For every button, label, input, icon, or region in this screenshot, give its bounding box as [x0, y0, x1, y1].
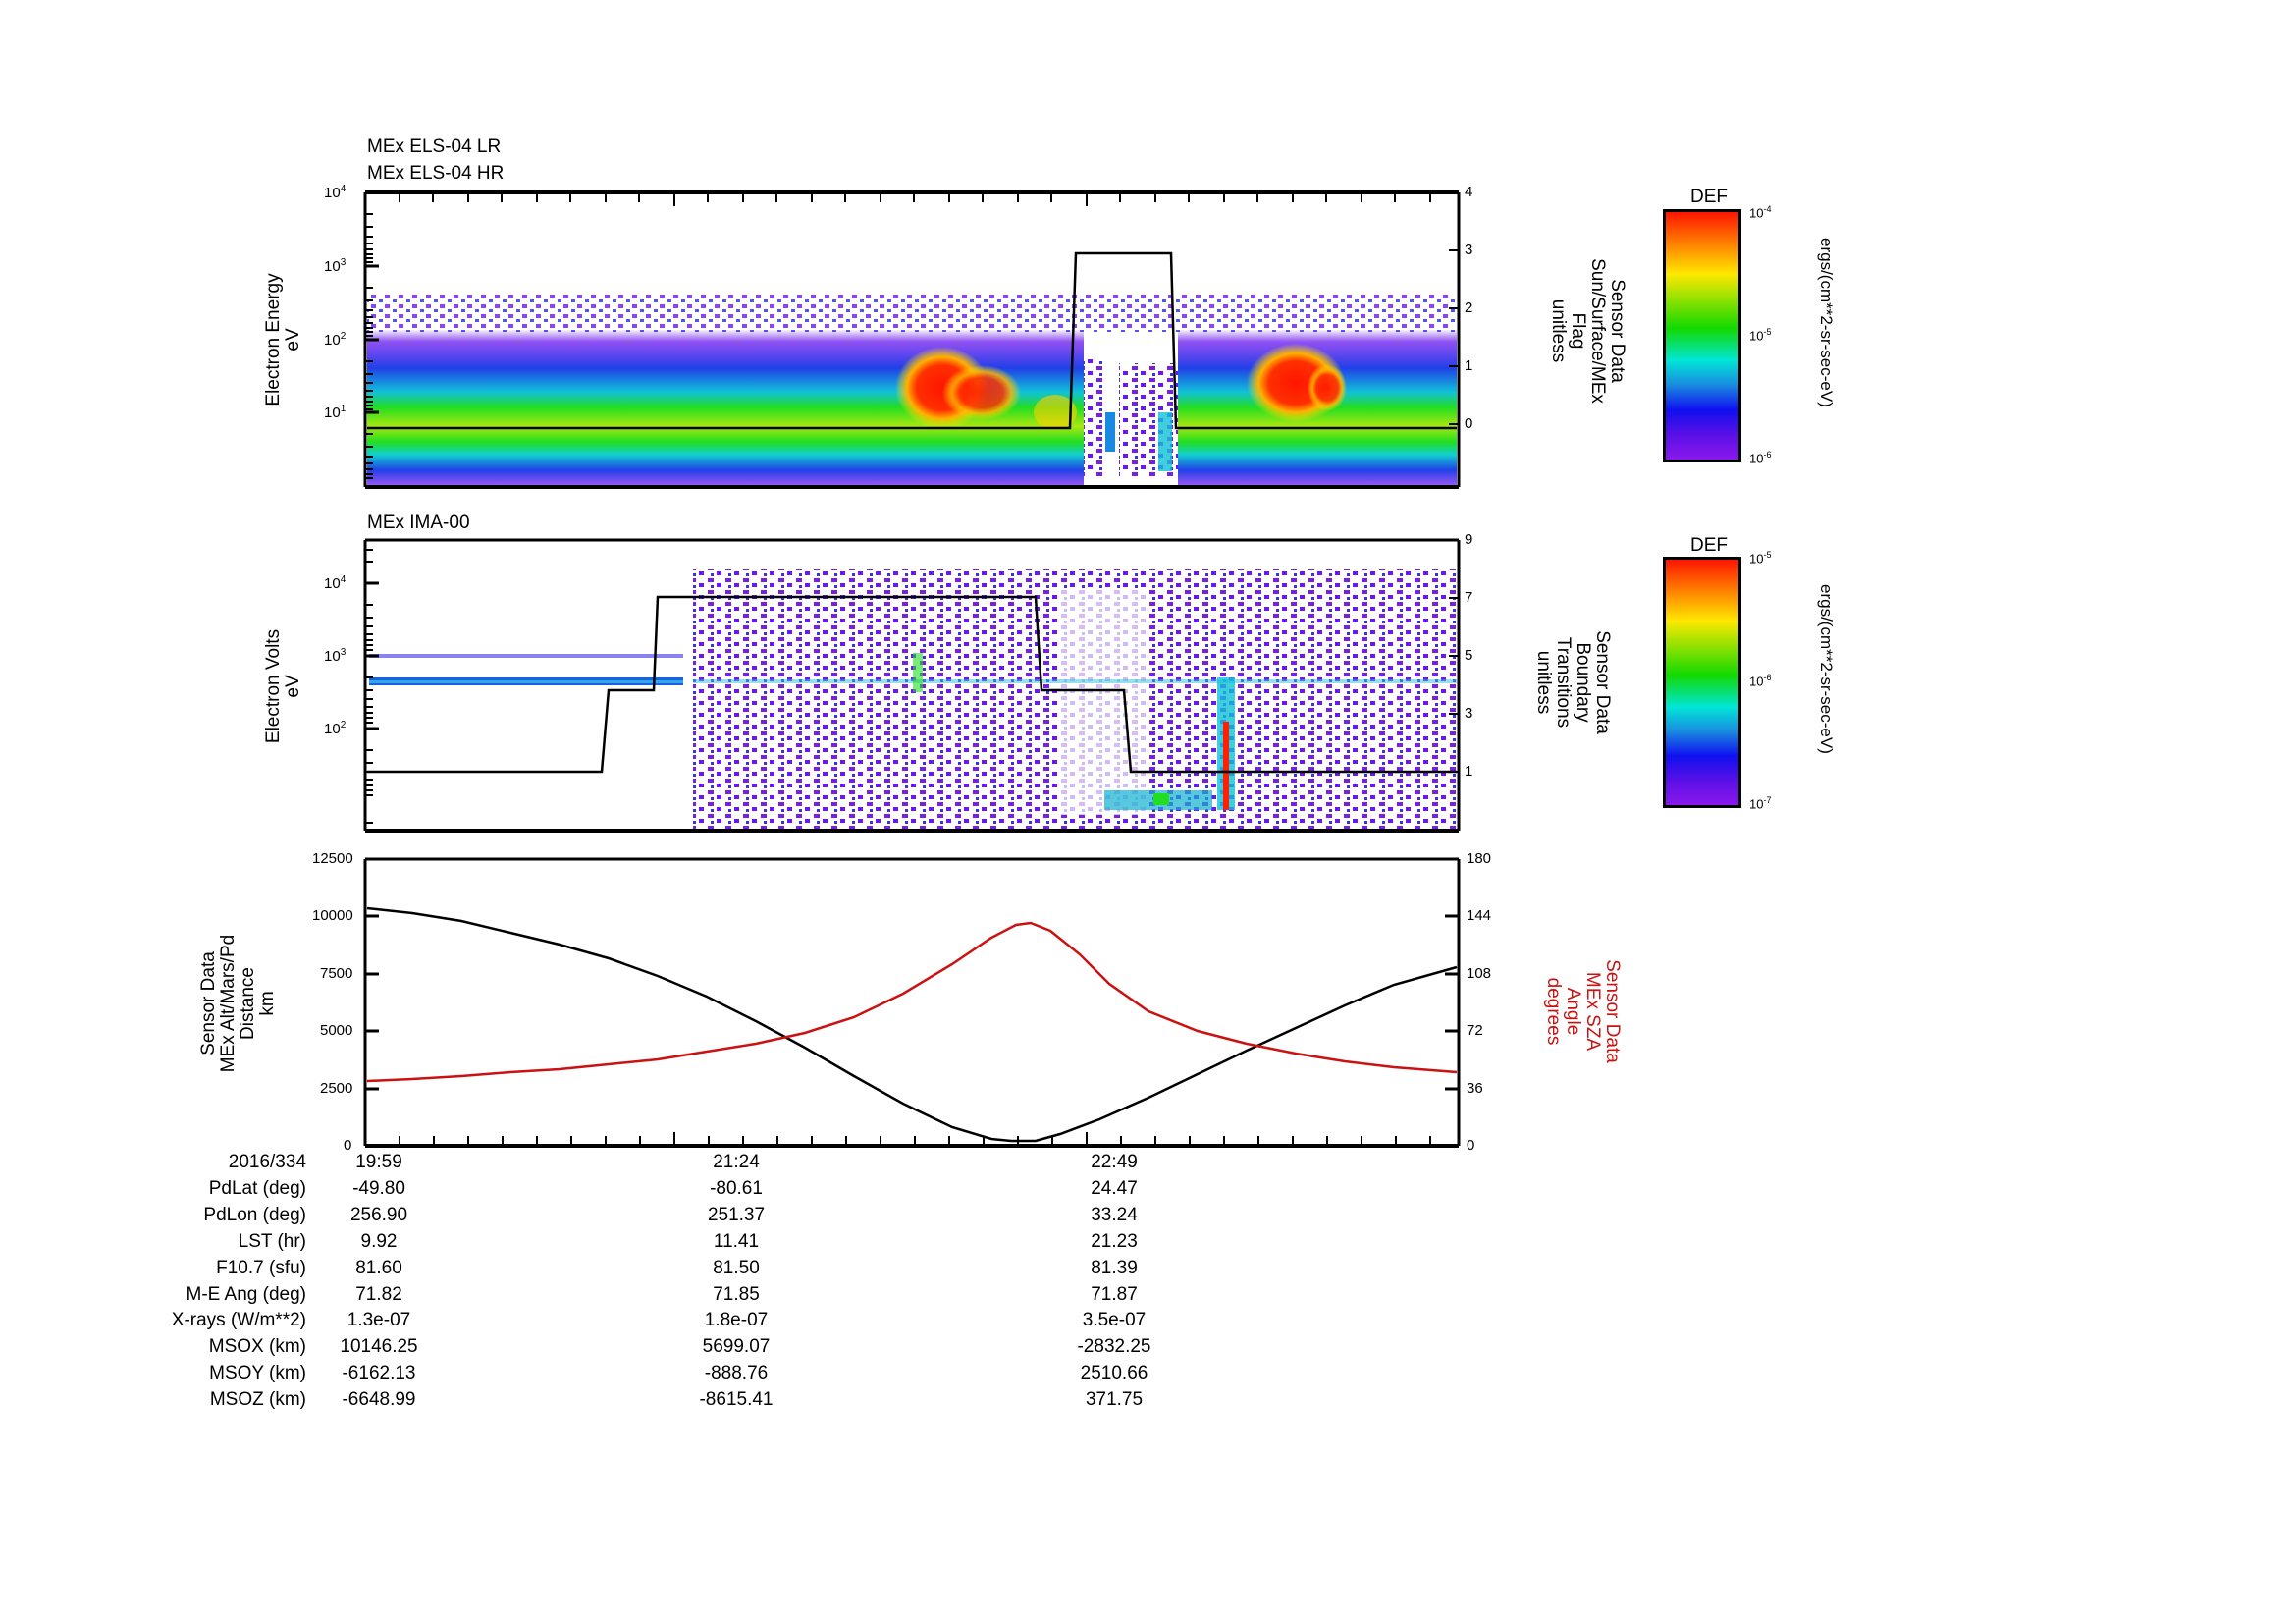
ephemeris-row-msoy: MSOY (km) -6162.13 -888.76 2510.66	[209, 1363, 1148, 1383]
colorbar-els-bottom-label: 10-6	[1749, 450, 1772, 466]
panel1-ylabel: Electron Energy eV	[263, 273, 303, 406]
panel2-axes	[363, 538, 1461, 833]
panel2-y2tick-7: 7	[1465, 589, 1473, 606]
panel1-ytick-1e1: 101	[324, 404, 347, 421]
panel3-y2tick-0: 0	[1467, 1137, 1475, 1154]
ephemeris-row-lst: LST (hr) 9.92 11.41 21.23	[238, 1231, 1138, 1252]
ephemeris-row-me-ang: M-E Ang (deg) 71.82 71.85 71.87	[186, 1284, 1138, 1305]
panel1-y2label: Sensor Data Sun/Surface/MEx Flag unitles…	[1548, 258, 1628, 404]
ephemeris-table: 2016/334 19:59 21:24 22:49 PdLat (deg) -…	[0, 1150, 1276, 1415]
panel3-y2tick-144: 144	[1467, 907, 1492, 924]
panel3-altitude-line	[366, 906, 1458, 1143]
panel3-ytick-0: 0	[344, 1137, 352, 1154]
colorbar-ima-gradient	[1663, 557, 1741, 808]
panel3-ytick-12500: 12500	[312, 850, 353, 867]
panel1-flag-line	[367, 251, 1457, 430]
panel3-y2tick-180: 180	[1467, 850, 1492, 867]
panel3-ytick-5000: 5000	[320, 1022, 353, 1039]
colorbar-els-gradient	[1663, 209, 1741, 462]
ephemeris-row-msox: MSOX (km) 10146.25 5699.07 -2832.25	[208, 1336, 1151, 1357]
colorbar-els-top-label: 10-4	[1749, 204, 1772, 221]
panel2-y2tick-5: 5	[1465, 647, 1473, 664]
panel1-y2tick-2: 2	[1465, 299, 1473, 316]
panel1-y2tick-1: 1	[1465, 357, 1473, 374]
panel1-y2tick-0: 0	[1465, 415, 1473, 432]
panel3-ytick-10000: 10000	[312, 907, 353, 924]
panel1-title-hr: MEx ELS-04 HR	[367, 163, 505, 184]
panel1-title-lr: MEx ELS-04 LR	[367, 136, 502, 157]
panel2-y2tick-1: 1	[1465, 763, 1473, 780]
panel3-axes	[363, 857, 1461, 1148]
colorbar-ima-bottom-label: 10-7	[1749, 795, 1772, 812]
panel2-ytick-1e2: 102	[324, 720, 347, 737]
ephemeris-row-f107: F10.7 (sfu) 81.60 81.50 81.39	[216, 1258, 1138, 1278]
colorbar-els-mid-label: 10-5	[1749, 327, 1772, 344]
ephemeris-row-time: 2016/334 19:59 21:24 22:49	[228, 1152, 1138, 1172]
panel1-axes	[363, 190, 1461, 489]
panel2-ytick-1e3: 103	[324, 647, 347, 665]
panel3-ytick-2500: 2500	[320, 1080, 353, 1097]
panel2-boundary-line	[367, 595, 1457, 774]
panel3-ytick-7500: 7500	[320, 965, 353, 982]
panel1-ytick-1e4: 104	[324, 184, 347, 201]
panel1-y2tick-4: 4	[1465, 184, 1473, 200]
colorbar-ima-mid-label: 10-6	[1749, 673, 1772, 689]
colorbar-els-unit: ergs/(cm**2-sr-sec-eV)	[1817, 238, 1836, 407]
panel3-sza-line	[366, 921, 1458, 1083]
panel2-data	[369, 569, 1457, 830]
panel3-y2tick-36: 36	[1467, 1080, 1483, 1097]
panel2-ytick-1e4: 104	[324, 574, 347, 592]
panel3-y2label: Sensor Data MEx SZA Angle degrees	[1543, 959, 1623, 1063]
panel2-y2tick-9: 9	[1465, 531, 1473, 548]
panel1-data	[367, 295, 1457, 486]
panel3-y2tick-72: 72	[1467, 1022, 1483, 1039]
colorbar-ima-top-label: 10-5	[1749, 550, 1772, 567]
colorbar-ima-title: DEF	[1690, 535, 1728, 556]
panel1-ytick-1e2: 102	[324, 331, 347, 349]
panel3-y2tick-108: 108	[1467, 965, 1492, 982]
panel2-title: MEx IMA-00	[367, 513, 470, 533]
panel3-ylabel: Sensor Data MEx Alt/Mars/Pd Distance km	[198, 934, 278, 1073]
panel1-y2tick-3: 3	[1465, 242, 1473, 258]
panel1-ytick-1e3: 103	[324, 257, 347, 275]
ephemeris-row-msoz: MSOZ (km) -6648.99 -8615.41 371.75	[209, 1389, 1144, 1410]
colorbar-ima-unit: ergs/(cm**2-sr-sec-eV)	[1817, 584, 1836, 754]
ephemeris-row-xrays: X-rays (W/m**2) 1.3e-07 1.8e-07 3.5e-07	[171, 1310, 1147, 1330]
ephemeris-row-pdlat: PdLat (deg) -49.80 -80.61 24.47	[208, 1178, 1138, 1199]
panel2-y2label: Sensor Data Boundary Transitions unitles…	[1533, 630, 1613, 734]
panel2-y2tick-3: 3	[1465, 705, 1473, 722]
colorbar-els-title: DEF	[1690, 187, 1728, 207]
ephemeris-row-pdlon: PdLon (deg) 256.90 251.37 33.24	[203, 1205, 1138, 1225]
panel2-ylabel: Electron Volts eV	[263, 628, 303, 744]
